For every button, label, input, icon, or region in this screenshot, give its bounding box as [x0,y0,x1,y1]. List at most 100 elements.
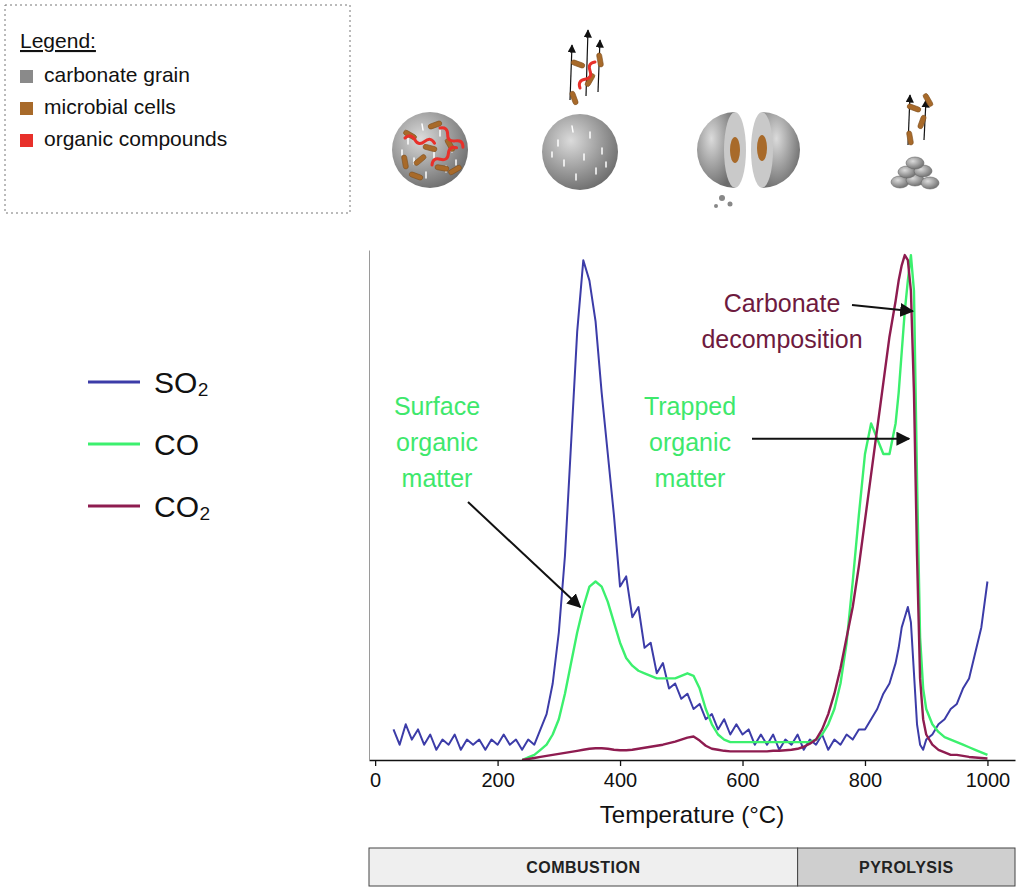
annotation-text: Surfaceorganicmatter [394,392,480,492]
microbial-cell [413,154,427,167]
microbial-cell [917,115,926,130]
x-tick-label: 200 [481,769,514,791]
grain-pit [572,126,573,132]
series-line [393,260,987,750]
plot-area [393,255,987,760]
grain-crumb [714,204,718,208]
grain-pit [551,152,553,157]
x-tick-label: 400 [604,769,637,791]
grain-crumb [719,195,725,201]
grain-pit [563,160,565,166]
grain-face [724,112,746,188]
legend-swatch [20,102,33,115]
annotation-line: Trapped [644,392,736,420]
legend-label: carbonate grain [44,63,190,86]
organic-compound [404,135,435,146]
grain-pit [557,140,559,146]
grain-pit [589,132,591,138]
grain-fragment [921,177,939,189]
legend-swatch [20,70,33,83]
y-axis-line [369,251,370,761]
x-tick: 600 [726,760,759,791]
illustrations [392,30,939,208]
annotation-text: Carbonate decomposition [701,289,862,353]
phase-label: PYROLYSIS [859,859,954,876]
microbial-cell [401,155,408,170]
annotations: SurfaceorganicmatterTrappedorganicmatter… [394,289,913,607]
annotation-line: matter [655,464,726,492]
microbial-cell [730,137,740,163]
x-axis-title: Temperature (°C) [600,801,784,828]
grain-face [751,112,773,188]
microbial-cell [448,164,463,175]
legend-label: microbial cells [44,95,176,118]
annotation-line: Carbonate [724,289,841,317]
organic-compound [438,126,465,150]
x-tick-mark [620,760,621,766]
organic-compound [577,61,597,90]
legend-line [88,443,140,446]
legend-title: Legend: [20,29,96,52]
grain-colonised [392,112,468,188]
annotation-line: organic [396,428,478,456]
x-tick-label: 1000 [966,769,1011,791]
legend-line [88,381,140,384]
grain-pit [439,130,441,136]
annotation-arrow [468,502,580,607]
x-tick-mark [987,760,988,766]
grain-pit [422,124,423,130]
grain [392,112,468,188]
grain-pit [425,172,427,178]
phase-bar: COMBUSTION PYROLYSIS [369,848,1015,886]
x-tick-mark [865,760,866,766]
illustration-legend: Legend: carbonate grain microbial cells org… [5,5,350,213]
x-axis: 02004006008001000 [370,760,1016,791]
x-axis-line [370,760,1016,762]
annotation-text: Trapped organic matter [644,392,736,492]
legend-box [5,5,350,213]
annotation-line: organic [649,428,731,456]
grain-pit [583,154,585,160]
annotation-line: matter [402,464,473,492]
phase-label: COMBUSTION [526,859,640,876]
x-tick: 400 [604,760,637,791]
legend-label: SO₂ [154,366,209,399]
microbial-cell [757,135,767,161]
x-tick-mark [497,760,498,766]
microbial-cell [596,53,603,68]
grain-fragment [906,157,924,169]
grain-pit [401,150,403,155]
grain-crumb [728,202,733,207]
series-line [522,255,987,760]
grain-pit [605,162,607,167]
series-line [522,255,987,760]
microbial-cell [569,91,578,106]
series-legend: SO₂ CO CO₂ [88,366,211,523]
annotation-arrow [752,438,909,440]
grain-pit [433,152,435,158]
legend-line [88,505,140,508]
legend-label: CO [154,428,199,461]
microbial-cell [423,144,438,152]
legend-swatch [20,134,33,147]
organic-compound [430,145,458,167]
annotation-arrow [852,305,913,311]
microbial-cell [571,59,586,68]
legend-label: CO₂ [154,490,211,523]
microbial-cell [435,164,450,171]
grain [542,114,618,190]
microbial-cell [409,171,424,180]
phase-band [798,848,1015,886]
x-tick: 800 [849,760,882,791]
annotation-line: decomposition [701,325,862,353]
microbial-cell [922,93,933,108]
grain-split [697,112,800,208]
legend-label: organic compounds [44,127,227,150]
grain-pit [407,138,409,144]
x-tick: 200 [481,760,514,791]
y-axis [369,251,370,761]
x-tick: 1000 [966,760,1011,791]
grain-pit [455,160,457,165]
microbial-cell [906,131,913,146]
grain-pit [575,174,577,180]
